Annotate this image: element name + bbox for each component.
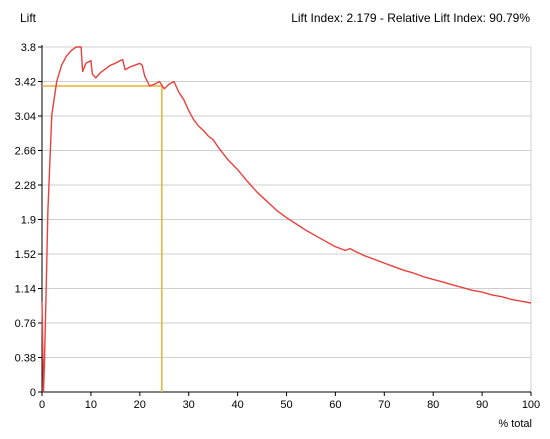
y-tick-label: 0.38 [15,353,36,365]
y-tick-labels: 0 0.38 0.76 1.14 1.52 1.9 2.28 2.66 3.04 3.42 3.8 [15,42,36,399]
x-tick-labels: 0 10 20 30 40 50 60 70 80 90 100 [39,399,540,411]
y-tick-label: 1.14 [15,284,36,296]
x-tick-label: 80 [427,399,439,411]
x-tick-label: 30 [183,399,195,411]
grid-lines [42,46,532,392]
x-tick-label: 50 [280,399,292,411]
series [41,46,532,393]
y-tick-label: 1.52 [15,249,36,261]
y-tick-label: 0.76 [15,318,36,330]
y-tick-label: 2.66 [15,146,36,158]
x-tick-label: 100 [522,399,540,411]
x-tick-label: 90 [476,399,488,411]
lift-index-text: Lift Index: 2.179 - Relative Lift Index:… [291,11,530,25]
y-tick-label: 3.04 [15,111,36,123]
y-tick-label: 1.9 [21,215,36,227]
y-tick-label: 0 [30,387,36,399]
x-tick-label: 0 [39,399,45,411]
axes [38,45,532,396]
y-tick-label: 3.42 [15,77,36,89]
y-tick-label: 3.8 [21,42,36,54]
reference-lines [42,85,163,392]
y-axis-title: Lift [20,11,37,25]
x-tick-label: 40 [231,399,243,411]
y-tick-label: 2.28 [15,180,36,192]
x-axis-label: % total [498,418,532,430]
x-tick-label: 10 [85,399,97,411]
x-tick-label: 70 [378,399,390,411]
lift-curve-line [41,46,532,393]
x-tick-label: 20 [134,399,146,411]
x-tick-label: 60 [329,399,341,411]
